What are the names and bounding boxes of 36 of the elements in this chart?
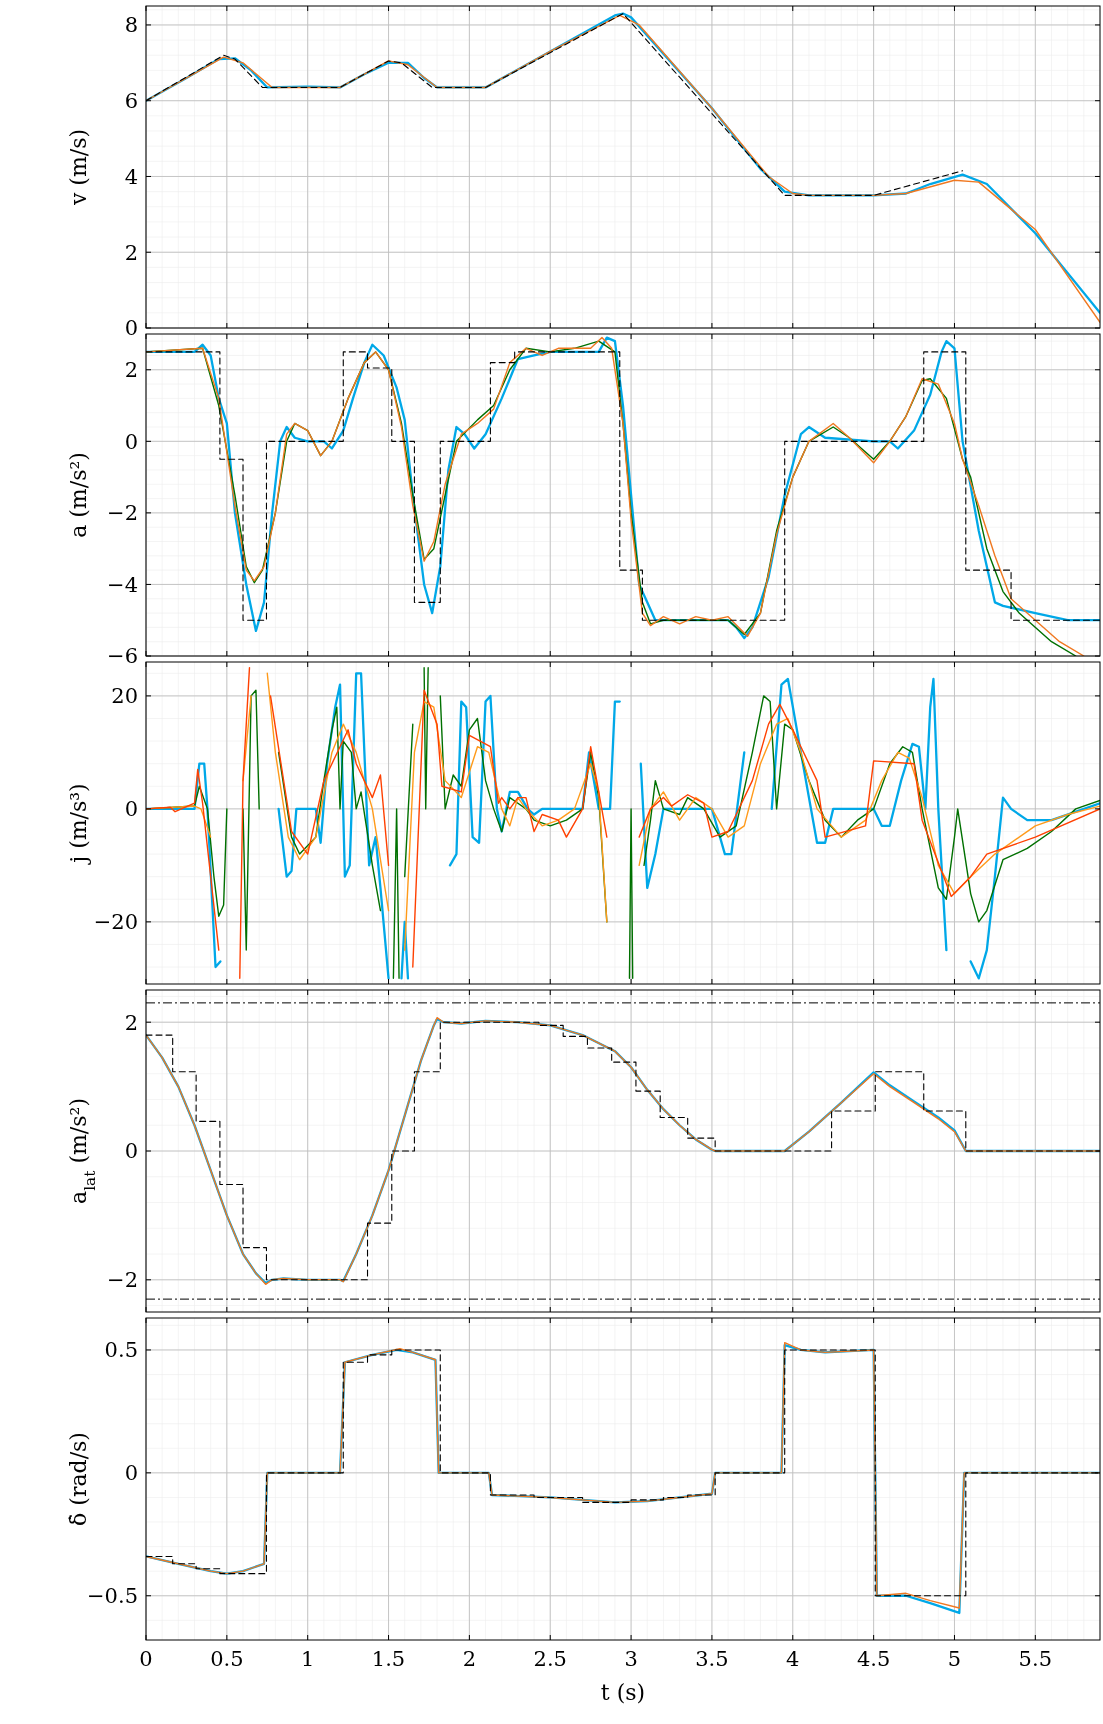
y-axis-title: v (m/s) <box>66 128 91 207</box>
x-tick-label: 5.5 <box>1018 1647 1053 1671</box>
y-tick-label: −2 <box>107 1268 138 1293</box>
y-tick-label: 20 <box>111 684 138 709</box>
x-tick-label: 4.5 <box>856 1647 891 1671</box>
x-tick-label: 2.5 <box>533 1647 567 1671</box>
x-axis-title: t (s) <box>600 1680 646 1705</box>
x-tick-label: 3 <box>624 1647 638 1671</box>
y-tick-label: 2 <box>124 1010 138 1035</box>
x-tick-label: 0.5 <box>210 1647 244 1671</box>
y-tick-label: 0 <box>124 1461 138 1486</box>
y-tick-label: 2 <box>124 240 138 265</box>
y-tick-label: 0 <box>124 316 138 341</box>
x-tick-label: 1.5 <box>371 1647 406 1671</box>
y-tick-label: −4 <box>107 572 138 597</box>
y-tick-label: −2 <box>107 501 138 526</box>
y-tick-label: 0 <box>124 1139 138 1164</box>
x-tick-label: 4 <box>786 1647 800 1671</box>
y-tick-label: 2 <box>124 358 138 383</box>
y-tick-label: 6 <box>124 89 138 114</box>
y-axis-title: a (m/s²) <box>66 452 91 538</box>
y-axis-title: j (m/s³) <box>66 783 91 866</box>
y-tick-label: −6 <box>107 644 138 669</box>
y-tick-label: −0.5 <box>87 1584 138 1609</box>
y-tick-label: 0 <box>124 429 138 454</box>
y-axis-title: δ̇ (rad/s) <box>66 1432 91 1526</box>
y-tick-label: 0 <box>124 797 138 822</box>
x-tick-label: 3.5 <box>695 1647 729 1671</box>
y-tick-label: 4 <box>124 164 138 189</box>
y-tick-label: 0.5 <box>104 1338 138 1363</box>
y-tick-label: −20 <box>93 910 138 935</box>
x-tick-label: 0 <box>139 1647 153 1671</box>
x-tick-label: 1 <box>301 1647 315 1671</box>
x-tick-label: 2 <box>462 1647 477 1671</box>
x-tick-label: 5 <box>947 1647 962 1671</box>
y-tick-label: 8 <box>124 13 138 38</box>
